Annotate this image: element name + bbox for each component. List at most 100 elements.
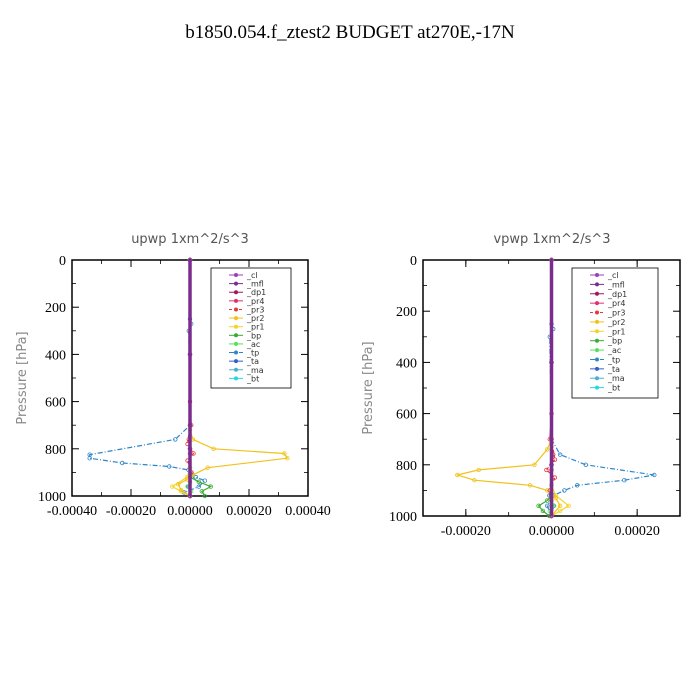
legend: _cl_mfl_dp1_pr4_pr3_pr2_pr1_bp_ac_tp_ta_… <box>210 267 292 389</box>
legend-label: _ta <box>607 365 620 374</box>
series-point-tp <box>583 462 588 467</box>
legend-marker <box>234 324 238 329</box>
series-point-tp <box>193 474 199 480</box>
legend-marker <box>234 376 238 381</box>
legend-label: _ac <box>607 346 621 355</box>
legend-label: _ta <box>246 357 259 366</box>
series-point-tp <box>119 460 125 466</box>
legend-label: _mfl <box>246 280 264 289</box>
y-tick-label: 0 <box>410 254 417 269</box>
series-point-pr2 <box>455 472 460 478</box>
series-point-pr2 <box>211 446 216 451</box>
series-line-pr1 <box>550 260 570 517</box>
x-tick-label: 0.00020 <box>226 504 272 519</box>
legend-label: _pr3 <box>246 305 264 314</box>
series-line-bp <box>189 260 213 497</box>
plot-title: vpwp 1xm^2/s^3 <box>493 232 610 247</box>
series-group <box>87 257 290 499</box>
y-tick-label: 800 <box>45 443 66 458</box>
legend-label: _dp1 <box>607 290 627 299</box>
series-point-tp <box>173 437 178 442</box>
series-point-pr3 <box>544 467 549 473</box>
series-line-pr2 <box>455 260 561 517</box>
series-point-pr2 <box>205 465 210 470</box>
series-point-pr2 <box>553 495 558 501</box>
figure-title: b1850.054.f_ztest2 BUDGET at270E,-17N <box>185 22 515 43</box>
series-point-pr2 <box>476 467 481 473</box>
x-tick-label: 0.00020 <box>614 524 660 539</box>
y-tick-label: 200 <box>396 305 417 320</box>
legend-marker <box>595 385 599 390</box>
series-point-tp <box>562 488 567 493</box>
y-tick-label: 600 <box>45 396 66 411</box>
legend-marker <box>595 357 599 362</box>
x-tick-label: -0.00020 <box>106 504 156 519</box>
series-group <box>455 257 657 519</box>
legend-label: _cl <box>607 271 619 280</box>
y-tick-label: 0 <box>59 254 66 269</box>
x-tick-label: 0.00040 <box>285 504 331 519</box>
legend-label: _bp <box>246 331 261 340</box>
legend-label: _dp1 <box>246 288 266 297</box>
series-point-bp <box>540 508 546 514</box>
series-point-bp <box>196 479 201 484</box>
legend-marker <box>595 366 599 371</box>
legend-marker <box>595 301 599 306</box>
series-point-pr2 <box>282 451 287 456</box>
legend-label: _pr2 <box>246 314 264 323</box>
legend-marker <box>595 329 599 334</box>
legend-label: _tp <box>246 349 259 358</box>
legend-marker <box>595 282 599 287</box>
y-tick-label: 200 <box>45 301 66 316</box>
legend-marker <box>595 291 599 296</box>
y-tick-label: 1000 <box>389 510 417 525</box>
legend-marker <box>234 273 238 277</box>
legend-label: _ma <box>246 366 264 375</box>
legend-marker <box>234 316 238 321</box>
legend-marker <box>595 376 599 381</box>
legend-label: _ac <box>246 340 260 349</box>
legend-marker <box>234 281 238 286</box>
legend-box <box>571 267 659 399</box>
series-point-pr2 <box>545 488 550 493</box>
y-axis-label: Pressure [hPa] <box>361 341 376 434</box>
legend-marker <box>595 310 599 315</box>
series-line-tp <box>89 260 206 497</box>
legend-label: _cl <box>246 271 258 280</box>
series-point-tp <box>87 456 92 461</box>
legend-label: _bp <box>607 337 622 346</box>
series-line-bp <box>537 260 553 517</box>
series-point-tp <box>557 452 563 457</box>
legend-marker <box>595 338 599 343</box>
series-point-pr2 <box>178 487 184 493</box>
y-tick-label: 400 <box>396 356 417 371</box>
series-point-bp <box>536 503 541 508</box>
y-tick-label: 400 <box>45 348 66 363</box>
series-point-pr2 <box>285 456 290 461</box>
legend-label: _bt <box>607 384 620 393</box>
series-point-tp <box>167 464 172 469</box>
series-point-tp <box>196 484 201 489</box>
legend-label: _pr3 <box>607 309 625 318</box>
series-point-pr1 <box>170 484 175 489</box>
series-point-bp <box>199 489 204 494</box>
series-point-pr1 <box>557 508 563 514</box>
legend-box <box>210 267 292 389</box>
series-line-pr1 <box>171 260 191 497</box>
y-tick-label: 1000 <box>38 490 66 505</box>
series-point-bp <box>208 484 213 489</box>
legend-label: _tp <box>607 355 620 364</box>
legend-marker <box>234 350 238 355</box>
series-point-tp <box>652 472 657 478</box>
series-point-tp <box>202 478 207 483</box>
series-point-pr3 <box>552 457 558 462</box>
y-axis-label: Pressure [hPa] <box>15 331 30 424</box>
legend-label: _pr2 <box>607 318 625 327</box>
legend-label: _bt <box>246 374 259 383</box>
plot-2: vpwp 1xm^2/s^3 Pressure [hPa] 0 200 400 600 80… <box>361 232 681 539</box>
legend-label: _mfl <box>607 280 625 289</box>
y-tick-label: 800 <box>396 459 417 474</box>
legend-marker <box>234 333 238 338</box>
plot-title: upwp 1xm^2/s^3 <box>131 232 249 247</box>
series-point-pr2 <box>545 447 550 452</box>
